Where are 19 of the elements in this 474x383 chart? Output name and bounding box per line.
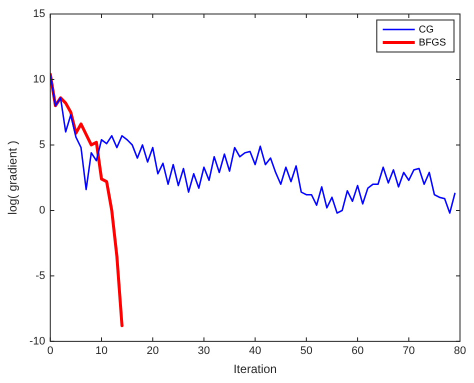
x-tick-label: 30 xyxy=(198,345,210,358)
y-tick-label: 10 xyxy=(33,74,46,86)
x-tick-label: 40 xyxy=(249,345,262,358)
legend-label: CG xyxy=(418,24,434,36)
x-tick-label: 50 xyxy=(300,345,312,358)
x-tick-label: 20 xyxy=(146,345,159,358)
x-tick-label: 80 xyxy=(454,345,466,358)
y-axis-title: log( gradient ) xyxy=(6,140,20,215)
x-tick-label: 10 xyxy=(95,345,108,358)
y-tick-label: 0 xyxy=(39,204,46,216)
x-tick-label: 70 xyxy=(402,345,415,358)
x-tick-label: 0 xyxy=(47,345,54,358)
y-tick-label: -10 xyxy=(29,335,46,348)
y-tick-label: -5 xyxy=(36,270,46,282)
y-tick-label: 15 xyxy=(33,8,46,20)
y-tick-label: 5 xyxy=(39,138,46,151)
legend-label: BFGS xyxy=(418,37,446,48)
x-axis-title: Iteration xyxy=(233,362,277,376)
x-tick-label: 60 xyxy=(351,345,364,358)
